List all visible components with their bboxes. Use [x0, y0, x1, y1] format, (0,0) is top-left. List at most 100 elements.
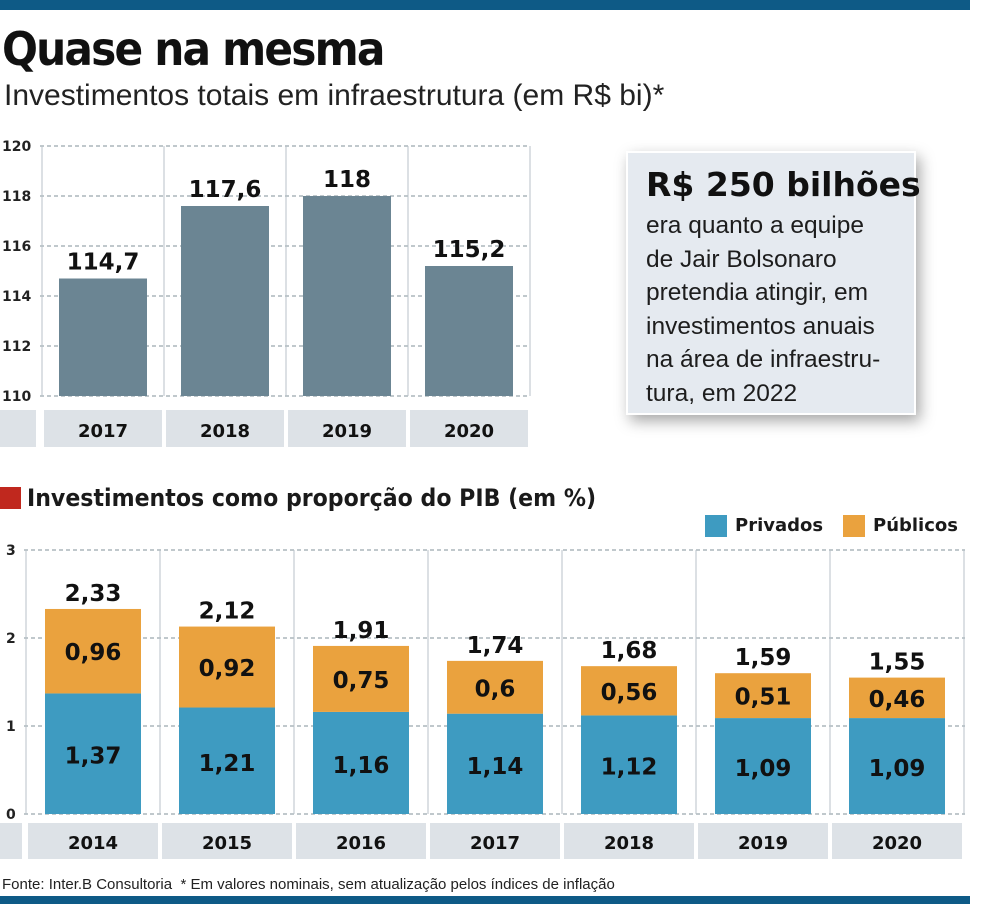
category-band	[44, 410, 162, 447]
public-value-label: 0,75	[333, 668, 390, 694]
bar-public	[581, 666, 677, 716]
public-value-label: 0,92	[199, 656, 256, 682]
category-band	[430, 823, 560, 859]
inflation-note: * Em valores nominais, sem atualização p…	[180, 876, 615, 893]
bar-private	[581, 715, 677, 814]
x-tick-label: 2020	[444, 421, 494, 442]
category-band	[162, 823, 292, 859]
bar	[181, 206, 269, 396]
bar-private	[179, 707, 275, 814]
category-band	[410, 410, 528, 447]
callout-line: pretendia atingir, em	[646, 279, 868, 306]
y-tick-label: 120	[2, 139, 31, 155]
y-tick-label: 118	[2, 189, 31, 205]
callout-line: investimentos anuais	[646, 312, 875, 340]
category-band	[564, 823, 694, 859]
x-tick-label: 2014	[68, 833, 118, 854]
category-band	[0, 410, 36, 447]
private-value-label: 1,09	[869, 756, 926, 782]
callout-line: era quanto a equipe	[646, 212, 864, 239]
y-tick-label: 114	[2, 289, 31, 305]
data-label: 118	[323, 167, 371, 193]
bar-public	[849, 677, 945, 719]
bar-private	[715, 718, 811, 814]
data-label: 115,2	[433, 237, 506, 263]
chart1-subtitle: Investimentos totais em infraestrutura (…	[4, 79, 665, 112]
private-value-label: 1,12	[601, 755, 658, 781]
total-value-label: 2,33	[65, 581, 122, 607]
category-band	[832, 823, 962, 859]
category-band	[296, 823, 426, 859]
legend-public-label: Públicos	[873, 515, 958, 536]
private-value-label: 1,21	[199, 751, 256, 777]
x-tick-label: 2020	[872, 833, 922, 854]
private-value-label: 1,09	[735, 756, 792, 782]
callout-body: era quanto a equipe de Jair Bolsonaro pr…	[646, 209, 914, 410]
bar-public	[45, 608, 141, 694]
y-tick-label: 0	[6, 807, 16, 823]
source-text: Fonte: Inter.B Consultoria	[2, 876, 173, 893]
legend-private-swatch	[705, 515, 727, 537]
section2-title: Investimentos como proporção do PIB (em …	[27, 484, 597, 512]
category-band	[698, 823, 828, 859]
bar-public	[715, 673, 811, 719]
y-tick-label: 116	[2, 239, 31, 255]
bar-public	[313, 645, 409, 712]
total-value-label: 1,91	[333, 618, 390, 644]
bottom-accent-bar	[0, 896, 970, 904]
x-tick-label: 2018	[604, 833, 654, 854]
legend-private-label: Privados	[735, 515, 824, 536]
y-tick-label: 3	[6, 543, 16, 559]
legend-public-swatch	[843, 515, 865, 537]
x-tick-label: 2015	[202, 833, 252, 854]
bar-private	[45, 693, 141, 814]
x-tick-label: 2016	[336, 833, 386, 854]
public-value-label: 0,46	[869, 687, 926, 713]
y-tick-label: 2	[6, 631, 16, 647]
bar	[303, 196, 391, 396]
public-value-label: 0,96	[65, 640, 122, 666]
x-tick-label: 2017	[78, 421, 128, 442]
top-accent-bar	[0, 0, 970, 10]
source-note: Fonte: Inter.B Consultoria * Em valores …	[2, 876, 615, 894]
data-label: 114,7	[67, 250, 140, 276]
x-tick-label: 2019	[738, 833, 788, 854]
bar	[59, 278, 147, 396]
bar-private	[849, 718, 945, 814]
x-tick-label: 2019	[322, 421, 372, 442]
callout-line: na área de infraestru-	[646, 346, 881, 373]
callout-headline: R$ 250 bilhões	[646, 165, 921, 204]
bar-public	[447, 660, 543, 714]
y-tick-label: 110	[2, 389, 31, 405]
bar	[425, 266, 513, 396]
bar-private	[313, 711, 409, 814]
category-band	[166, 410, 284, 447]
y-tick-label: 112	[2, 339, 31, 355]
y-tick-label: 1	[6, 719, 16, 735]
private-value-label: 1,16	[333, 753, 390, 779]
callout-line: de Jair Bolsonaro	[646, 245, 837, 273]
bar-public	[179, 626, 275, 708]
info-callout: R$ 250 bilhões era quanto a equipe de Ja…	[626, 151, 921, 415]
legend-private: Privados	[705, 515, 823, 537]
category-band	[0, 823, 22, 859]
gdp-share-chart: 0 1 2 3 2014 2015 2016 2017 2018 2019 2020 1,37 0,96…	[0, 543, 965, 859]
total-value-label: 2,12	[199, 599, 256, 625]
total-value-label: 1,68	[601, 638, 658, 664]
public-value-label: 0,6	[475, 676, 516, 702]
total-value-label: 1,74	[467, 633, 524, 659]
private-value-label: 1,37	[65, 744, 122, 770]
section-marker	[0, 487, 21, 509]
category-band	[28, 823, 158, 859]
category-band	[288, 410, 406, 447]
x-tick-label: 2018	[200, 421, 250, 442]
x-tick-label: 2017	[470, 833, 520, 854]
private-value-label: 1,14	[467, 754, 524, 780]
bar-private	[447, 713, 543, 814]
total-value-label: 1,55	[869, 650, 926, 676]
data-label: 117,6	[189, 177, 262, 203]
public-value-label: 0,51	[735, 685, 792, 711]
page-title: Quase na mesma	[2, 22, 385, 76]
public-value-label: 0,56	[601, 680, 658, 706]
legend-public: Públicos	[843, 515, 958, 537]
